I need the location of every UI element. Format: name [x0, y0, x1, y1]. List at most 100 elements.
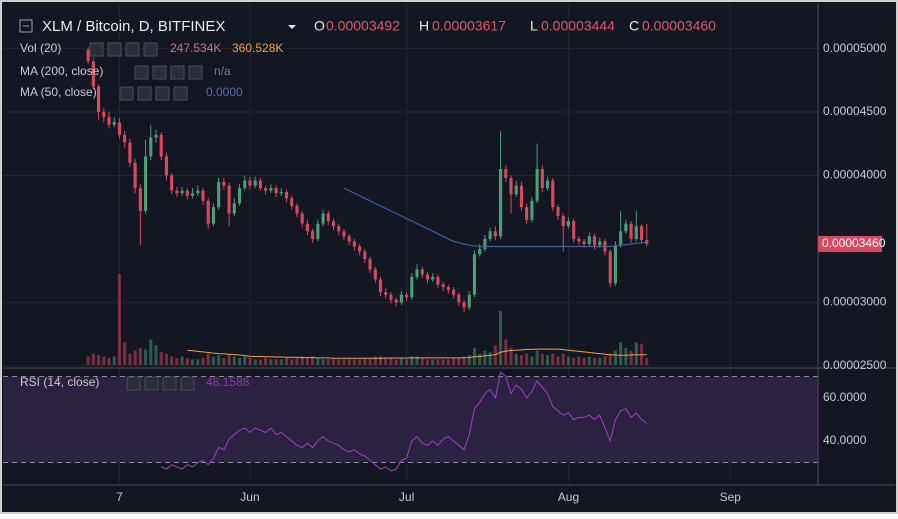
candle-body — [488, 231, 492, 239]
candle-body — [373, 269, 377, 280]
legend-button[interactable] — [188, 65, 203, 80]
volume-bar — [337, 359, 341, 365]
volume-bar — [331, 359, 336, 365]
legend-button[interactable] — [89, 42, 104, 57]
volume-bar — [159, 352, 163, 365]
candle-body — [97, 86, 101, 113]
x-tick-label: Sep — [720, 490, 742, 504]
volume-bar — [175, 357, 179, 365]
volume-bar — [603, 356, 607, 365]
ohlc-letter: O — [314, 18, 325, 34]
candle-body — [279, 191, 283, 194]
volume-bar — [613, 350, 617, 365]
dropdown-caret[interactable] — [288, 25, 296, 29]
candle-body — [587, 236, 591, 244]
legend-button[interactable] — [134, 65, 149, 80]
candle-body — [483, 238, 487, 250]
candle-body — [112, 122, 116, 125]
legend-button[interactable] — [126, 376, 141, 391]
legend-value: 247.534K — [170, 41, 221, 55]
volume-bar — [269, 359, 273, 365]
ma-line — [343, 187, 647, 248]
legend-button[interactable] — [180, 376, 195, 391]
rsi-band — [3, 376, 818, 463]
volume-bar — [358, 359, 362, 365]
marks — [86, 47, 649, 472]
candle-body — [441, 284, 445, 288]
candle-body — [237, 188, 242, 204]
candle-body — [629, 223, 633, 239]
volume-bar — [624, 347, 628, 365]
candle-body — [342, 231, 346, 237]
legend-name[interactable]: RSI (14, close) — [20, 375, 99, 389]
legend-name[interactable]: MA (200, close) — [20, 64, 103, 78]
volume-bar — [290, 359, 294, 365]
candle-body — [467, 294, 471, 308]
volume-bar — [149, 339, 153, 365]
candle-body — [311, 231, 315, 239]
volume-bar — [91, 353, 95, 365]
candle-body — [389, 294, 393, 300]
candle-body — [551, 180, 555, 208]
legend-button[interactable] — [162, 376, 177, 391]
candle-body — [592, 236, 597, 246]
y-tick-label: 40.0000 — [823, 433, 867, 447]
ohlc-value: 0.00003617 — [432, 18, 506, 34]
legend-button[interactable] — [137, 86, 152, 101]
symbol-title[interactable]: XLM / Bitcoin, D, BITFINEX — [42, 18, 225, 35]
candle-body — [634, 226, 638, 239]
volume-bar — [86, 356, 90, 365]
candle-body — [243, 180, 247, 189]
volume-bar — [133, 350, 137, 365]
candle-body — [530, 200, 534, 220]
volume-bar — [138, 347, 142, 365]
candle-body — [509, 177, 513, 195]
legend-button[interactable] — [173, 86, 188, 101]
volume-bar — [232, 356, 236, 365]
legend-name[interactable]: Vol (20) — [20, 41, 61, 55]
legend-button[interactable] — [152, 65, 167, 80]
legend-button[interactable] — [119, 86, 134, 101]
volume-bar — [154, 345, 158, 365]
volume-bar — [483, 350, 487, 365]
legend-button[interactable] — [125, 42, 140, 57]
volume-bar — [117, 274, 122, 365]
volume-bar — [170, 356, 174, 365]
volume-bar — [645, 357, 649, 365]
candle-body — [425, 274, 430, 280]
volume-bar — [368, 357, 372, 365]
volume-bar — [143, 349, 148, 365]
candle-body — [264, 188, 268, 191]
volume-bar — [457, 357, 461, 365]
candle-body — [206, 200, 210, 224]
collapse-button[interactable] — [19, 19, 33, 33]
legend-button[interactable] — [155, 86, 170, 101]
candle-body — [211, 207, 215, 224]
candle-body — [399, 294, 403, 303]
volume-bar — [128, 353, 132, 365]
legend-button[interactable] — [170, 65, 185, 80]
volume-bar — [217, 355, 221, 365]
candle-body — [368, 259, 372, 270]
volume-bar — [300, 356, 304, 365]
volume-bar — [399, 357, 403, 365]
volume-bar — [123, 342, 127, 365]
legend-value: 48.1588 — [206, 375, 250, 389]
volume-bar — [608, 353, 612, 365]
volume-bar — [107, 357, 111, 365]
legend-name[interactable]: MA (50, close) — [20, 85, 97, 99]
volume-bar — [190, 359, 195, 365]
volume-bar — [525, 353, 529, 365]
volume-bar — [394, 359, 398, 365]
volume-bar — [279, 359, 283, 365]
legend-button[interactable] — [144, 376, 159, 391]
last-price-tag — [818, 235, 882, 252]
legend-button[interactable] — [107, 42, 122, 57]
candle-body — [624, 223, 628, 232]
candle-body — [535, 169, 539, 201]
candle-body — [363, 251, 367, 260]
volume-bar — [425, 359, 430, 365]
candle-body — [143, 156, 148, 211]
legend-button[interactable] — [143, 42, 158, 57]
